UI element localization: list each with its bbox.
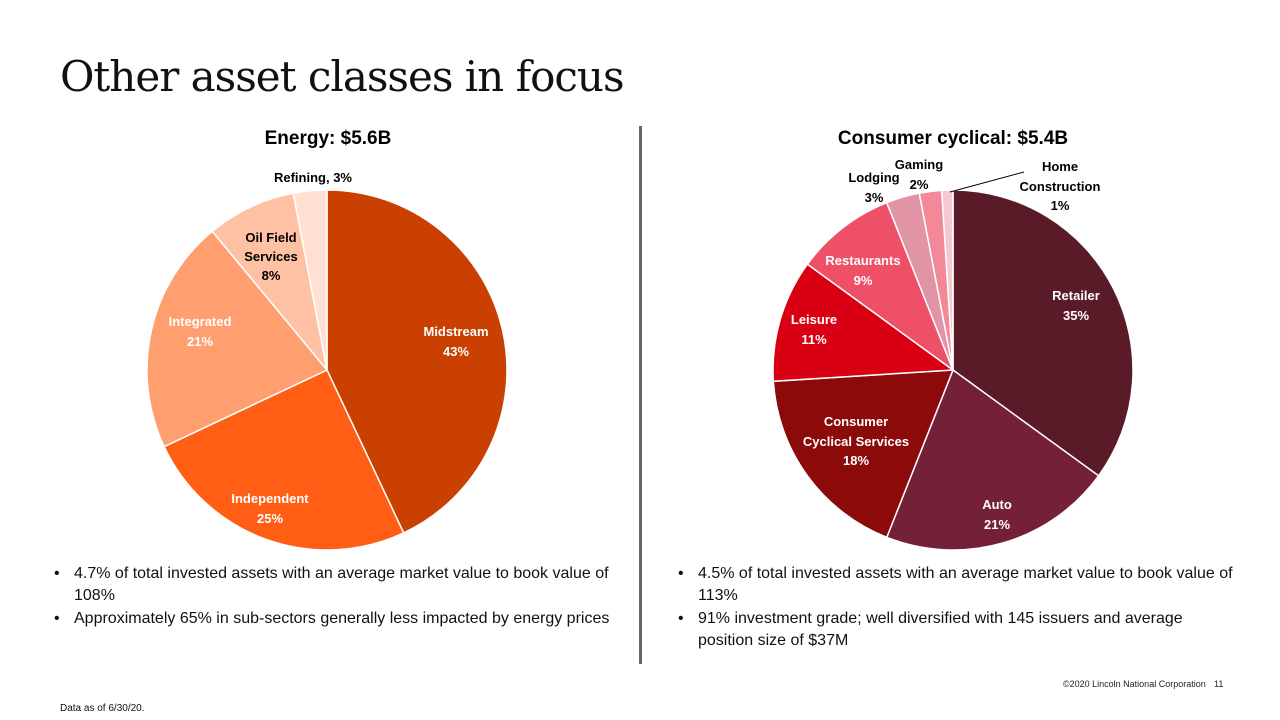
consumer-cyclical-bullet: • 91% investment grade; well diversified … — [678, 610, 1183, 649]
pie-slice-independent — [163, 369, 405, 551]
energy-bullet: • Approximately 65% in sub-sectors genera… — [54, 610, 610, 627]
pie-slice-auto — [885, 368, 1100, 551]
pie-label-text: Auto — [982, 497, 1012, 512]
pie-label-text: Lodging — [848, 170, 899, 185]
pie-label-independent: Independent 25% — [231, 491, 309, 526]
pie-label-text: 21% — [187, 334, 213, 349]
pie-label-text: 43% — [443, 344, 469, 359]
pie-slice-leisure — [772, 263, 956, 383]
pie-label-text: 2% — [910, 177, 929, 192]
pie-label-text: 21% — [984, 517, 1010, 532]
energy-bullet: • 4.7% of total invested assets with an a… — [54, 565, 609, 604]
pie-label-text: Leisure — [791, 312, 837, 327]
pie-slice-home-construction — [940, 189, 954, 371]
pie-label-text: 18% — [843, 453, 869, 468]
pie-label-retailer: Retailer 35% — [1052, 288, 1100, 323]
pie-label-consumer-cyclical-services: Consumer Cyclical Services 18% — [803, 414, 909, 468]
pie-label-text: Refining, 3% — [274, 170, 352, 185]
data-date-footnote: Data as of 6/30/20. — [60, 703, 145, 714]
pie-label-text: 1% — [1051, 198, 1070, 213]
pie-label-text: Restaurants — [825, 253, 900, 268]
pie-label-text: Home — [1042, 159, 1078, 174]
pie-slice-retailer — [952, 189, 1134, 477]
pie-label-refining: Refining, 3% — [274, 170, 352, 185]
pie-label-lodging: Lodging 3% — [848, 170, 899, 205]
pie-label-text: Gaming — [895, 157, 943, 172]
pie-label-text: Midstream — [423, 324, 488, 339]
pie-slice-refining — [292, 189, 328, 371]
pie-label-oil-field-services: Oil Field Services 8% — [244, 230, 298, 283]
energy-chart-title: Energy: $5.6B — [264, 128, 392, 149]
consumer-cyclical-chart-title: Consumer cyclical: $5.4B — [837, 128, 1069, 149]
pie-slice-oil-field-services — [211, 192, 328, 371]
pie-slice-integrated — [146, 230, 329, 448]
pie-slice-consumer-cyclical-services — [772, 369, 955, 539]
pie-label-text: 3% — [865, 190, 884, 205]
energy-bullet-list: • 4.7% of total invested assets with an a… — [54, 563, 624, 631]
pie-label-home-construction: Home Construction 1% — [949, 159, 1101, 213]
consumer-cyclical-bullet: • 4.5% of total invested assets with an a… — [678, 565, 1233, 604]
pie-label-text: 8% — [262, 268, 281, 283]
page-number: 11 — [1214, 679, 1224, 689]
pie-label-text: 35% — [1063, 308, 1089, 323]
pie-label-text: Independent — [231, 491, 309, 506]
pie-label-text: Integrated — [169, 314, 232, 329]
pie-label-text: Oil Field — [245, 230, 296, 245]
pie-label-leisure: Leisure 11% — [791, 312, 837, 347]
page-title: Other asset classes in focus — [60, 52, 625, 101]
pie-label-text: 9% — [854, 273, 873, 288]
pie-label-midstream: Midstream 43% — [423, 324, 488, 359]
footer-copyright: ©2020 Lincoln National Corporation — [1063, 679, 1206, 689]
pie-label-text: 11% — [801, 332, 827, 347]
pie-label-text: Construction — [1020, 179, 1101, 194]
pie-label-text: Retailer — [1052, 288, 1100, 303]
pie-label-gaming: Gaming 2% — [895, 157, 943, 192]
pie-label-text: Cyclical Services — [803, 434, 909, 449]
pie-label-restaurants: Restaurants 9% — [825, 253, 900, 288]
pie-label-text: Services — [244, 249, 298, 264]
consumer-cyclical-bullet-list: • 4.5% of total invested assets with an a… — [678, 563, 1238, 653]
pie-slice-restaurants — [806, 201, 955, 373]
column-divider — [639, 126, 642, 664]
pie-label-text: Consumer — [824, 414, 888, 429]
pie-label-integrated: Integrated 21% — [169, 314, 232, 349]
pie-slice-midstream — [326, 189, 508, 534]
pie-label-text: 25% — [257, 511, 283, 526]
pie-label-auto: Auto 21% — [982, 497, 1012, 532]
leader-line — [949, 171, 1025, 193]
